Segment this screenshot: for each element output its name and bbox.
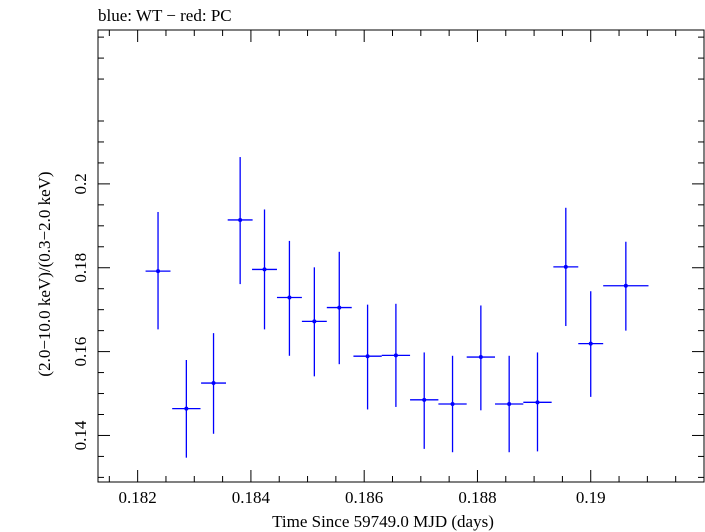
point-marker (623, 283, 628, 288)
data-point (145, 211, 171, 330)
point-marker (450, 402, 455, 407)
point-marker (422, 397, 427, 402)
plot-frame (97, 29, 705, 483)
point-marker (337, 305, 342, 310)
axis-ticks (98, 30, 704, 482)
point-marker (312, 319, 317, 324)
point-marker (588, 341, 593, 346)
axis-tick-labels: 0.182 0.184 0.186 0.188 0.19 0.14 0.16 0.18 0.2 (71, 173, 606, 507)
data-point (438, 355, 467, 453)
data-point (353, 304, 382, 410)
point-marker (156, 269, 161, 274)
chart-title: blue: WT − red: PC (98, 6, 232, 25)
data-point (466, 305, 496, 411)
data-point (578, 291, 604, 397)
point-marker (393, 353, 398, 358)
data-point (301, 267, 327, 377)
point-marker (507, 402, 512, 407)
point-marker (535, 400, 540, 405)
y-tick-label: 0.14 (71, 420, 90, 450)
data-point (201, 333, 226, 434)
x-tick-label: 0.186 (345, 488, 383, 507)
data-point (523, 352, 552, 452)
x-tick-label: 0.188 (458, 488, 496, 507)
y-tick-label: 0.18 (71, 253, 90, 283)
y-axis-label: (2.0−10.0 keV)/(0.3−2.0 keV) (35, 171, 54, 376)
point-marker (365, 354, 370, 359)
point-marker (478, 355, 483, 360)
y-tick-label: 0.16 (71, 337, 90, 367)
x-tick-label: 0.182 (119, 488, 157, 507)
point-marker (563, 264, 568, 269)
point-marker (262, 267, 267, 272)
data-point (252, 209, 277, 330)
data-point (381, 303, 411, 407)
data-point (495, 355, 524, 453)
data-point (276, 240, 302, 356)
data-point (326, 251, 352, 365)
data-point (410, 352, 439, 449)
point-marker (287, 295, 292, 300)
point-marker (211, 381, 216, 386)
x-axis-label: Time Since 59749.0 MJD (days) (272, 512, 494, 531)
data-point (172, 359, 201, 458)
point-marker (238, 217, 243, 222)
data-point (227, 157, 253, 285)
data-point (603, 241, 649, 331)
x-tick-label: 0.184 (232, 488, 271, 507)
x-tick-label: 0.19 (576, 488, 606, 507)
data-points (145, 157, 649, 458)
y-tick-label: 0.2 (71, 173, 90, 194)
data-point (553, 207, 579, 327)
point-marker (184, 406, 189, 411)
